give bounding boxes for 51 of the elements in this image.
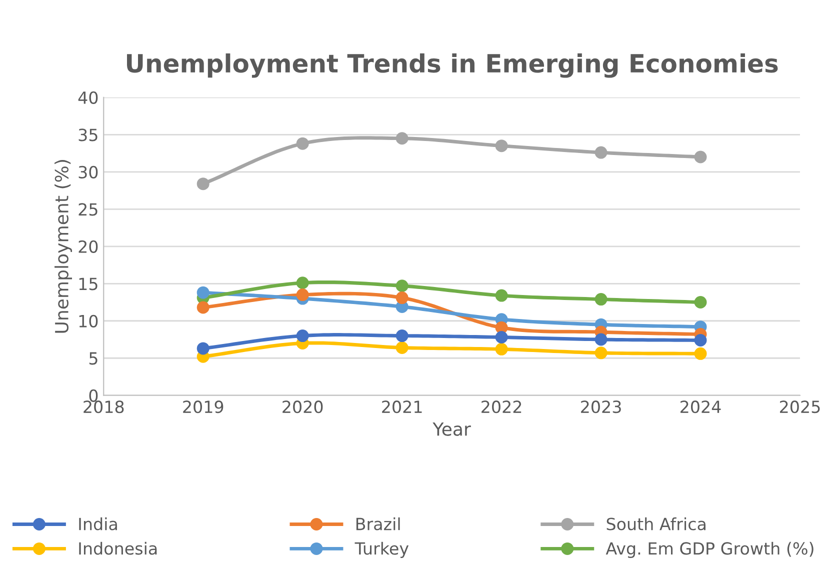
legend-label: South Africa [606, 517, 706, 530]
point [594, 346, 608, 360]
x-tick-label: 2019 [183, 400, 224, 414]
point [396, 132, 408, 145]
point [296, 137, 309, 150]
point [396, 341, 408, 354]
point [396, 292, 408, 304]
chart-title: Unemployment Trends in Emerging Economies [126, 53, 778, 78]
point [296, 276, 309, 290]
x-axis-title: Year [432, 422, 471, 436]
y-tick-label: 20 [78, 240, 98, 253]
legend-label: Turkey [354, 542, 409, 558]
y-tick-label: 25 [78, 203, 98, 216]
point [296, 330, 309, 342]
point [694, 296, 707, 309]
y-tick-label: 10 [79, 314, 98, 328]
point [196, 178, 210, 190]
point [495, 140, 508, 152]
point [694, 150, 707, 164]
x-tick-label: 2018 [84, 400, 124, 414]
x-tick-label: 2022 [482, 400, 522, 414]
y-tick-label: 35 [78, 128, 98, 142]
point [594, 293, 608, 306]
point [594, 146, 608, 159]
x-tick-label: 2020 [282, 400, 323, 414]
y-tick-label: 0 [89, 389, 98, 402]
point [495, 289, 508, 302]
point [495, 331, 508, 344]
point [694, 334, 707, 346]
point [296, 288, 309, 302]
x-tick-label: 2021 [382, 400, 422, 414]
legend-label: Avg. Em GDP Growth (%) [606, 542, 814, 558]
point [694, 347, 707, 360]
x-tick-label: 2023 [581, 400, 621, 414]
x-tick-label: 2025 [780, 400, 820, 414]
point [196, 286, 210, 299]
y-tick-label: 5 [89, 352, 98, 365]
point [495, 342, 508, 356]
legend-label: Brazil [356, 517, 400, 530]
point [196, 342, 210, 355]
point [594, 333, 608, 346]
legend-label: India [79, 517, 117, 530]
point [196, 301, 210, 314]
y-axis-title: Unemployment (%) [54, 160, 72, 333]
y-tick-label: 30 [78, 166, 98, 178]
legend-label: Indonesia [79, 542, 157, 555]
point [396, 280, 408, 292]
x-tick-label: 2024 [680, 400, 721, 414]
point [396, 330, 408, 342]
y-tick-label: 15 [79, 278, 98, 290]
y-tick-label: 40 [78, 91, 98, 104]
